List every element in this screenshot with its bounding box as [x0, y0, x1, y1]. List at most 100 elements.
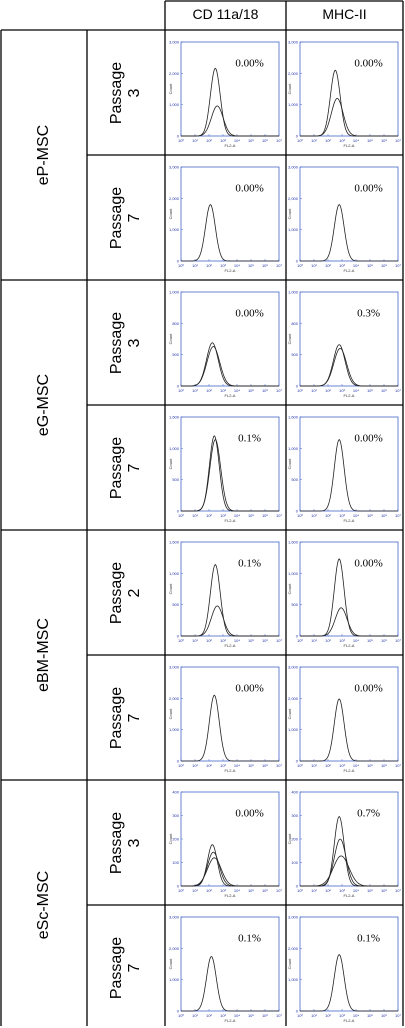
x-tick-label: 10⁰: [178, 638, 184, 643]
passage-word: Passage: [108, 686, 125, 749]
x-tick-label: 10³: [339, 763, 345, 768]
x-tick-label: 10⁵: [248, 638, 254, 643]
column-header: MHC-II: [322, 6, 367, 22]
passage-number: 3: [126, 88, 143, 97]
x-tick-label: 10⁴: [234, 388, 240, 393]
x-axis-label: FL2-A: [225, 1018, 236, 1023]
x-tick-label: 10¹: [192, 1013, 198, 1018]
x-tick-label: 10³: [220, 388, 226, 393]
y-axis-label: Count: [287, 333, 292, 345]
y-tick-label: 500: [172, 477, 179, 482]
y-tick-label: 400: [291, 790, 298, 795]
x-tick-label: 10²: [206, 763, 212, 768]
y-tick-label: 3,000: [169, 40, 180, 45]
x-tick-label: 10⁴: [353, 263, 359, 268]
histogram-curve: [181, 851, 279, 887]
passage-label: Passage 7: [108, 686, 144, 748]
x-tick-label: 10¹: [311, 888, 317, 893]
plot-frame: [180, 541, 280, 637]
y-tick-label: 3,000: [288, 165, 299, 170]
histogram-curve: [181, 844, 279, 887]
y-tick-label: 3,000: [169, 915, 180, 920]
passage-number: 7: [126, 963, 143, 972]
x-tick-label: 10⁶: [381, 138, 387, 143]
x-tick-label: 10³: [339, 638, 345, 643]
x-axis-label: FL2-A: [225, 893, 236, 898]
x-tick-label: 10¹: [192, 513, 198, 518]
y-tick-label: 1,000: [169, 227, 180, 232]
y-tick-label: 0: [177, 384, 180, 389]
column-header: CD 11a/18: [192, 6, 259, 22]
y-tick-label: 2,000: [288, 71, 299, 76]
plot-frame: [180, 166, 280, 262]
x-tick-label: 10⁵: [248, 263, 254, 268]
x-tick-label: 10¹: [311, 138, 317, 143]
passage-number: 3: [126, 838, 143, 847]
x-tick-label: 10²: [206, 513, 212, 518]
x-tick-label: 10⁴: [234, 1013, 240, 1018]
histogram-curve: [181, 204, 279, 262]
x-tick-label: 10⁴: [353, 513, 359, 518]
percent-label: 0.1%: [357, 932, 380, 944]
x-tick-label: 10⁷: [395, 513, 401, 518]
histogram-plot: 1,600 1,000 500 0 Count 10⁰ 10¹ 10² 10³ 10⁴ 10⁵ 10⁶…: [168, 540, 282, 649]
histogram-plot: 1,000 800 500 0 Count 10⁰ 10¹ 10² 10³ 10⁴ 10⁵ 10⁶ 10…: [168, 290, 282, 399]
y-axis-label: Count: [168, 458, 173, 470]
passage-label: Passage 3: [108, 811, 144, 873]
group-label: eG-MSC: [35, 373, 52, 437]
x-tick-label: 10⁴: [234, 513, 240, 518]
y-tick-label: 2,000: [288, 196, 299, 201]
x-tick-label: 10⁶: [262, 888, 268, 893]
x-tick-label: 10⁶: [381, 513, 387, 518]
histogram-plot: 1,600 1,000 500 0 Count 10⁰ 10¹ 10² 10³ 10⁴ 10⁵ 10⁶…: [287, 540, 401, 649]
x-tick-label: 10⁴: [353, 888, 359, 893]
y-axis-label: Count: [287, 708, 292, 720]
x-tick-label: 10⁵: [367, 638, 373, 643]
percent-label: 0.00%: [354, 57, 382, 69]
percent-label: 0.1%: [238, 557, 261, 569]
percent-label: 0.00%: [235, 807, 263, 819]
passage-label: Passage 2: [108, 561, 144, 623]
y-tick-label: 500: [291, 352, 298, 357]
histogram-curve: [181, 342, 279, 387]
y-tick-label: 2,000: [288, 946, 299, 951]
y-axis-label: Count: [287, 208, 292, 220]
histogram-curve: [300, 347, 398, 387]
y-tick-label: 1,600: [169, 540, 180, 545]
x-tick-label: 10⁰: [178, 138, 184, 143]
y-axis-label: Count: [168, 958, 173, 970]
histogram-plot: 3,000 2,000 1,000 0 Count 10⁰ 10¹ 10² 10³ 10⁴ 10⁵ 1…: [287, 665, 401, 774]
y-tick-label: 1,000: [288, 290, 299, 295]
plot-frame: [299, 291, 399, 387]
x-tick-label: 10³: [220, 888, 226, 893]
histogram-plot: 3,000 2,000 1,000 0 Count 10⁰ 10¹ 10² 10³ 10⁴ 10⁵ 1…: [168, 665, 282, 774]
x-tick-label: 10⁷: [276, 513, 282, 518]
y-tick-label: 300: [172, 813, 179, 818]
y-tick-label: 1,000: [169, 446, 180, 451]
x-tick-label: 10⁵: [248, 388, 254, 393]
y-tick-label: 0: [296, 384, 299, 389]
passage-number: 7: [126, 713, 143, 722]
histogram-curve: [181, 67, 279, 137]
x-tick-label: 10⁷: [276, 138, 282, 143]
y-tick-label: 1,600: [288, 540, 299, 545]
x-tick-label: 10²: [206, 1013, 212, 1018]
histogram-plot: 1,600 1,000 500 0 Count 10⁰ 10¹ 10² 10³ 10⁴ 10⁵ 10⁶…: [168, 415, 282, 524]
x-tick-label: 10²: [325, 1013, 331, 1018]
y-tick-label: 800: [172, 321, 179, 326]
x-tick-label: 10¹: [311, 388, 317, 393]
x-axis-label: FL2-A: [344, 393, 355, 398]
x-tick-label: 10⁴: [353, 638, 359, 643]
y-axis-label: Count: [168, 333, 173, 345]
histogram-curve: [181, 438, 279, 512]
x-tick-label: 10¹: [311, 1013, 317, 1018]
x-tick-label: 10⁰: [297, 138, 303, 143]
x-tick-label: 10⁶: [381, 763, 387, 768]
y-tick-label: 3,000: [288, 40, 299, 45]
histogram-curve: [300, 69, 398, 137]
y-tick-label: 0: [177, 634, 180, 639]
x-tick-label: 10⁵: [248, 763, 254, 768]
x-tick-label: 10⁵: [367, 388, 373, 393]
y-axis-label: Count: [168, 583, 173, 595]
x-tick-label: 10⁶: [381, 1013, 387, 1018]
